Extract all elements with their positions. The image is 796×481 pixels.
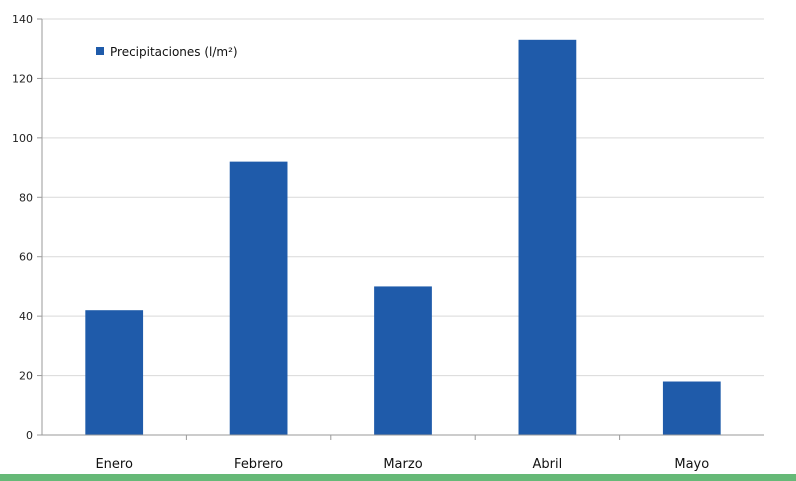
y-tick-label: 20	[19, 370, 33, 383]
legend-swatch	[96, 47, 104, 55]
x-axis-labels: Enero Febrero Marzo Abril Mayo	[95, 457, 709, 472]
bars	[85, 39, 721, 436]
bar-marzo	[374, 286, 432, 435]
legend-label: Precipitaciones (l/m²)	[110, 45, 238, 59]
y-axis-ticks: 0 20 40 60 80 100 120 140	[12, 13, 42, 442]
y-tick-label: 100	[12, 132, 33, 145]
x-category-label: Enero	[95, 457, 133, 472]
gridlines	[42, 18, 764, 377]
y-tick-label: 140	[12, 13, 33, 26]
bottom-band	[0, 474, 796, 481]
y-tick-label: 0	[26, 429, 33, 442]
bar-febrero	[229, 161, 288, 435]
axes	[41, 19, 764, 440]
x-category-label: Marzo	[383, 457, 422, 472]
x-category-label: Mayo	[674, 457, 709, 472]
y-tick-label: 40	[19, 310, 33, 323]
legend: Precipitaciones (l/m²)	[96, 45, 238, 59]
y-tick-label: 120	[12, 72, 33, 85]
x-category-label: Abril	[533, 457, 563, 472]
y-tick-label: 80	[19, 191, 33, 204]
x-category-label: Febrero	[234, 457, 283, 472]
bar-abril	[518, 39, 577, 436]
bar-enero	[85, 310, 144, 435]
y-tick-label: 60	[19, 251, 33, 264]
bar-mayo	[662, 381, 721, 435]
